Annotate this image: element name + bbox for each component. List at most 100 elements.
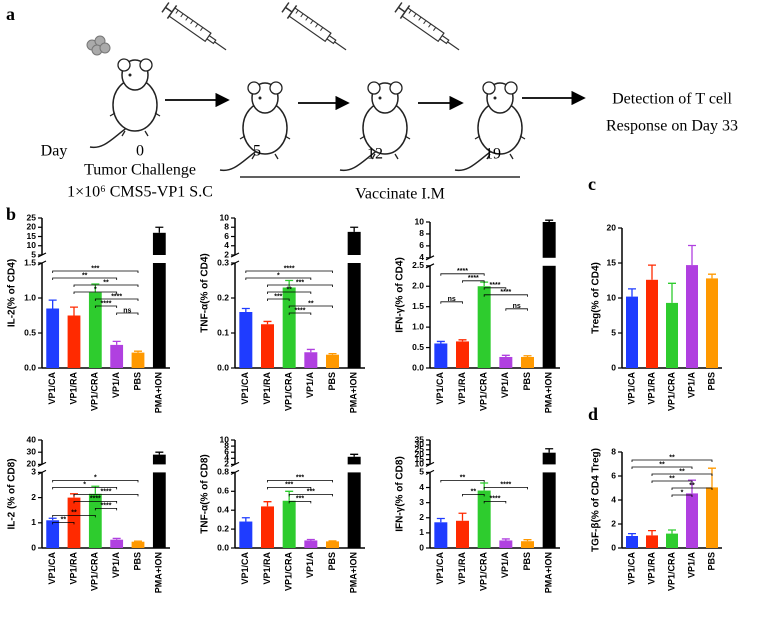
y-tick-label: 20	[27, 459, 37, 469]
error-bar	[668, 530, 676, 534]
dose: 1×10⁶ CMS5-VP1 S.C	[67, 184, 213, 201]
axis-break	[542, 464, 557, 472]
y-tick-label: 0.0	[24, 362, 36, 372]
panel-label: c	[588, 174, 596, 194]
bar	[456, 521, 469, 548]
significance-label: **	[82, 272, 88, 279]
panel-label: a	[6, 4, 15, 24]
syringe	[161, 1, 231, 57]
x-tick-label: VP1/RA	[646, 372, 656, 405]
error-bar	[155, 227, 163, 233]
y-tick-label: 5	[31, 249, 36, 259]
bar	[239, 522, 252, 548]
y-tick-label: 0.2	[217, 292, 229, 302]
x-tick-label: PBS	[327, 372, 337, 391]
y-tick-label: 30	[27, 446, 37, 456]
significance-label: *	[83, 482, 86, 489]
y-tick-label: 2	[611, 518, 616, 528]
y-tick-label: 0.5	[412, 342, 424, 352]
bar	[434, 522, 447, 548]
x-tick-label: VP1/RA	[646, 552, 656, 585]
x-tick-label: VP1/CRA	[284, 552, 294, 592]
significance-label: ****	[490, 496, 501, 503]
x-tick-label: VP1/CA	[626, 372, 636, 405]
significance-label: ****	[90, 496, 101, 503]
day-label: Day	[41, 143, 68, 160]
significance-label: **	[286, 286, 292, 293]
bar	[706, 487, 718, 548]
error-bar	[329, 354, 337, 355]
bar	[666, 534, 678, 548]
significance-label: *	[681, 489, 684, 496]
y-tick-label: 6	[224, 231, 229, 241]
y-tick-label: 6	[419, 240, 424, 250]
bar	[521, 541, 534, 548]
significance-label: ****	[500, 482, 511, 489]
challenge: Tumor Challenge	[84, 162, 196, 179]
x-tick-label: PBS	[522, 552, 532, 571]
syringe	[281, 1, 351, 57]
error-bar	[437, 519, 445, 523]
bar	[132, 542, 145, 548]
panel-label: d	[588, 404, 598, 424]
y-tick-label: 10	[220, 212, 230, 222]
y-tick-label: 0	[31, 542, 36, 552]
error-bar	[134, 351, 142, 352]
error-bar	[628, 534, 636, 536]
x-tick-label: VP1/CA	[240, 372, 250, 405]
y-tick-label: 1	[31, 517, 36, 527]
significance-label: ***	[274, 293, 282, 300]
y-tick-label: 8	[611, 446, 616, 456]
significance-label: ****	[101, 300, 112, 307]
axis-break	[347, 255, 362, 263]
bar	[521, 357, 534, 368]
x-tick-label: VP1/A	[686, 552, 696, 579]
x-tick-label: PMA+ION	[154, 372, 164, 413]
x-tick-label: VP1/RA	[262, 552, 272, 585]
y-tick-label: 2	[31, 492, 36, 502]
y-axis-title: IL-2 (% of CD8)	[7, 458, 18, 529]
error-bar	[524, 540, 532, 542]
x-tick-label: VP1/RA	[68, 552, 78, 585]
significance-label: ****	[295, 307, 306, 314]
y-tick-label: 0	[611, 362, 616, 372]
y-tick-label: 6	[611, 470, 616, 480]
bar	[348, 232, 361, 368]
error-bar	[708, 274, 716, 278]
panel-label: b	[6, 204, 16, 224]
significance-label: ns	[448, 296, 456, 303]
x-tick-label: VP1/CA	[47, 552, 57, 585]
significance-label: **	[61, 517, 67, 524]
error-bar	[264, 321, 272, 324]
significance-label: ***	[285, 482, 293, 489]
error-bar	[437, 341, 445, 343]
bar	[456, 341, 469, 368]
y-tick-label: 0	[419, 542, 424, 552]
x-tick-label: VP1/RA	[68, 372, 78, 405]
y-tick-label: 15	[607, 257, 617, 267]
x-tick-label: VP1/CRA	[90, 552, 100, 592]
error-bar	[307, 539, 315, 540]
error-bar	[49, 300, 57, 308]
x-tick-label: VP1/CA	[435, 372, 445, 405]
bar	[666, 303, 678, 368]
error-bar	[502, 355, 510, 357]
x-tick-label: VP1/A	[686, 372, 696, 399]
error-bar	[524, 356, 532, 357]
y-axis-title: TNF-α(% of CD8)	[200, 454, 211, 533]
x-tick-label: PMA+ION	[349, 552, 359, 593]
y-tick-label: 0.0	[217, 542, 229, 552]
y-tick-label: 20	[27, 222, 37, 232]
y-tick-label: 0.0	[412, 362, 424, 372]
x-tick-label: PBS	[327, 552, 337, 571]
bar	[686, 265, 698, 368]
y-tick-label: 20	[607, 222, 617, 232]
y-tick-label: 1.0	[24, 292, 36, 302]
bar	[478, 286, 491, 368]
x-tick-label: PMA+ION	[544, 552, 554, 593]
